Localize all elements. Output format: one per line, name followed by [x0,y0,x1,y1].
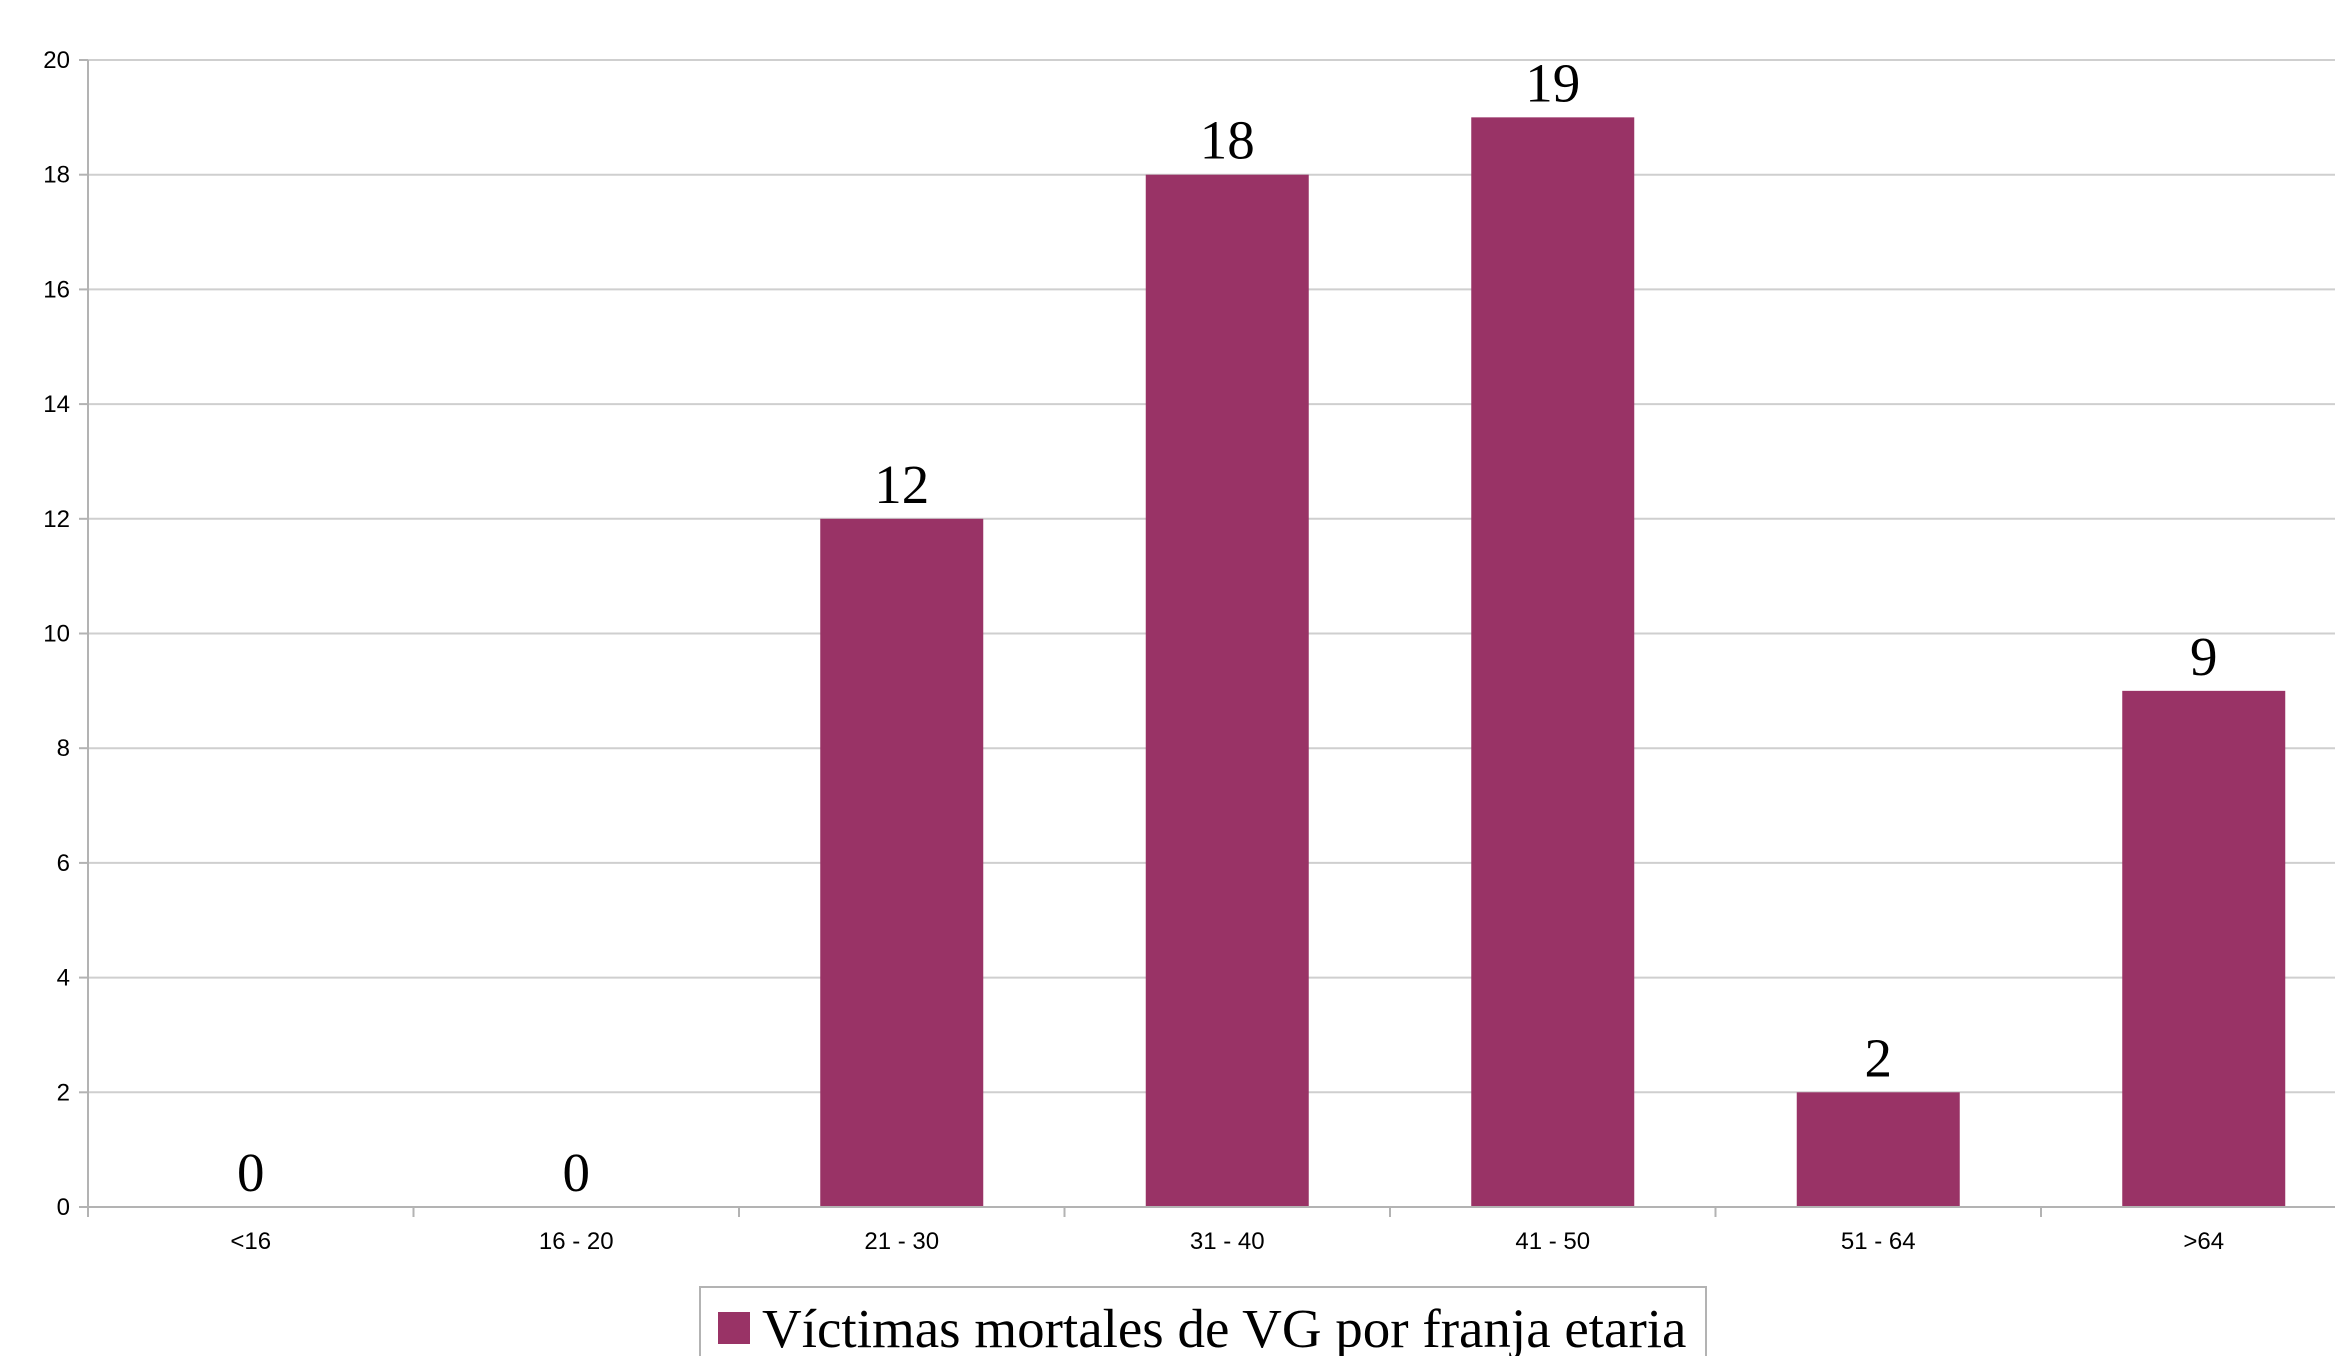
data-label: 2 [1865,1027,1893,1088]
data-label: 19 [1525,52,1580,113]
y-tick-label: 16 [43,276,70,303]
x-tick-label: 31 - 40 [1190,1228,1265,1255]
y-tick-label: 10 [43,621,70,648]
y-axis-ticks: 0 2 4 6 8 10 12 14 16 18 20 [43,47,88,1221]
y-tick-label: 8 [57,735,70,762]
data-label: 0 [237,1142,265,1203]
bar [1471,117,1635,1208]
x-tick-label: <16 [230,1228,271,1255]
bar [1145,174,1309,1208]
bars [820,117,2286,1208]
y-tick-label: 6 [57,850,70,877]
y-tick-label: 4 [57,965,70,992]
x-tick-label: 21 - 30 [864,1228,939,1255]
data-label: 9 [2190,626,2218,687]
legend-box [699,1286,1707,1356]
data-labels: 0 0 12 18 19 2 9 [237,52,2218,1203]
data-label: 0 [563,1142,591,1203]
legend-label: Víctimas mortales de VG por franja etari… [762,1298,1686,1356]
y-tick-label: 0 [57,1194,70,1221]
x-tick-label: 16 - 20 [539,1228,614,1255]
data-label: 18 [1200,110,1255,171]
bar [2122,690,2286,1207]
y-tick-label: 20 [43,47,70,74]
x-axis-ticks: <16 16 - 20 21 - 30 31 - 40 41 - 50 51 - 64 >6… [87,1207,2224,1255]
y-tick-label: 18 [43,162,70,189]
y-tick-label: 12 [43,506,70,533]
bar [1796,1092,1960,1207]
data-label: 12 [874,454,929,515]
y-tick-label: 2 [57,1079,70,1106]
x-tick-label: >64 [2183,1228,2224,1255]
y-tick-label: 14 [43,391,70,418]
legend-swatch [718,1312,750,1344]
legend: Víctimas mortales de VG por franja etari… [699,1286,1707,1356]
bar [820,518,984,1207]
x-tick-label: 41 - 50 [1515,1228,1590,1255]
x-tick-label: 51 - 64 [1841,1228,1916,1255]
axes [87,60,2335,1217]
